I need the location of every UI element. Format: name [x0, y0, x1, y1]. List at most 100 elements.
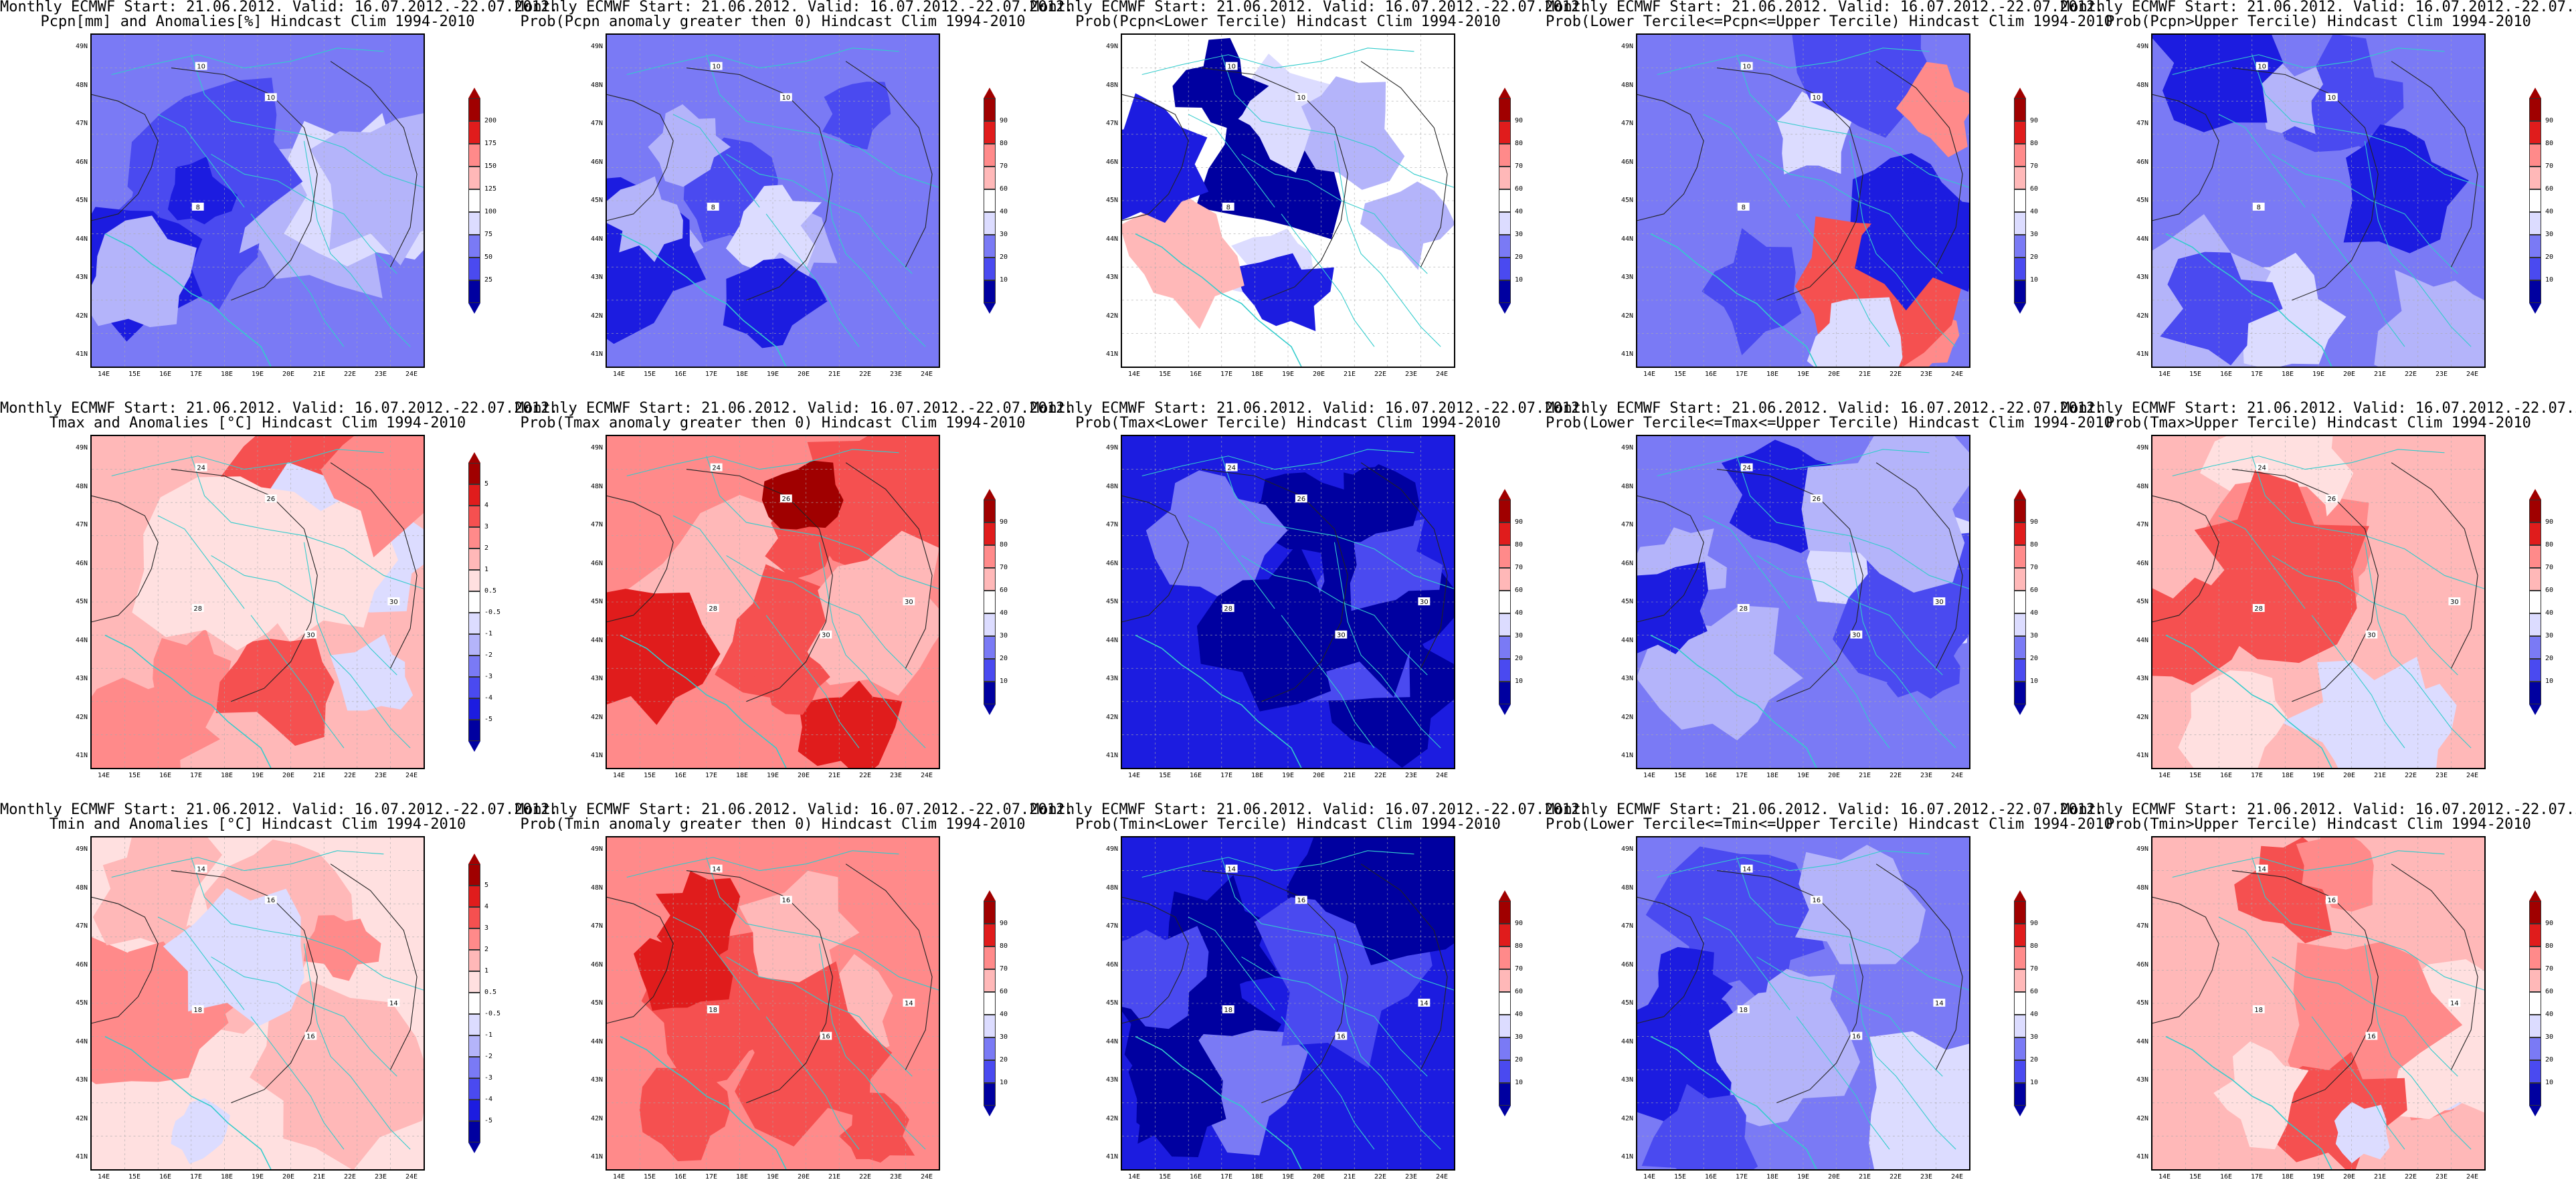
longitude-tick-label: 22E — [1889, 772, 1902, 779]
latitude-tick-label: 46N — [590, 961, 603, 969]
contour-label: 30 — [306, 632, 315, 639]
longitude-tick-label: 23E — [889, 1173, 903, 1181]
contour-label: 18 — [709, 1007, 717, 1014]
country-border — [157, 916, 245, 1011]
colorbar: 90 80 70 60 40 30 20 10 — [1499, 88, 1523, 314]
contour-label-bg — [779, 896, 792, 904]
colorbar-cell — [984, 144, 996, 167]
contour-line — [1637, 896, 1704, 1024]
colorbar-bottom-arrow — [2529, 704, 2541, 715]
contour-label-bg — [387, 999, 400, 1007]
colorbar-label: 40 — [1515, 1011, 1524, 1018]
colorbar-bottom-arrow — [984, 1106, 996, 1116]
map-svg: 14 16 18 16 14 — [92, 837, 424, 1169]
latitude-tick-label: 42N — [1621, 1114, 1633, 1122]
longitude-tick-label: 22E — [1889, 1173, 1902, 1181]
anomaly-field-patch — [1128, 1039, 1226, 1157]
colorbar-cell — [2014, 212, 2026, 235]
colorbar-cell — [2529, 522, 2541, 545]
colorbar-cell — [2529, 613, 2541, 636]
colorbar-label: 1 — [484, 566, 489, 573]
contour-line — [1122, 896, 1189, 1024]
contour-line — [92, 896, 159, 1024]
colorbar-bottom-arrow — [2014, 303, 2026, 314]
latitude-tick-label: 49N — [590, 845, 603, 853]
latitude-tick-label: 43N — [1105, 1076, 1118, 1084]
colorbar-cell — [2529, 500, 2541, 522]
contour-label: 16 — [1337, 1033, 1346, 1041]
longitude-tick-label: 22E — [2404, 1173, 2417, 1181]
map-svg: 24 26 28 30 30 — [2152, 436, 2484, 768]
longitude-tick-label: 20E — [797, 1173, 810, 1181]
colorbar-cell — [468, 677, 480, 698]
colorbar-label: 70 — [1515, 965, 1524, 973]
contour-label-bg — [264, 93, 277, 102]
longitude-tick-label: 24E — [1950, 1173, 1964, 1181]
longitude-tick-label: 16E — [2219, 772, 2233, 779]
country-border — [2251, 456, 2484, 589]
colorbar-cell — [984, 992, 996, 1015]
latitude-tick-label: 46N — [1105, 158, 1118, 166]
colorbar: 90 80 70 60 40 30 20 10 — [2529, 88, 2553, 314]
colorbar-label: 30 — [1515, 1033, 1524, 1041]
coastline — [2165, 1035, 2332, 1169]
longitude-tick-label: 15E — [1673, 371, 1687, 378]
longitude-tick-label: 24E — [920, 371, 933, 378]
latitude-tick-label: 44N — [590, 1037, 603, 1045]
contour-line — [1716, 469, 1863, 702]
longitude-tick-label: 14E — [97, 371, 110, 378]
colorbar-label: 10 — [2545, 276, 2554, 284]
colorbar-cell — [468, 463, 480, 484]
anomaly-field-patch — [1196, 542, 1344, 712]
country-border — [2364, 140, 2472, 347]
contour-label: 16 — [267, 897, 276, 904]
latitude-tick-label: 43N — [1105, 675, 1118, 682]
longitude-tick-label: 16E — [2219, 371, 2233, 378]
latitude-tick-label: 43N — [75, 274, 88, 281]
country-border — [1657, 47, 1930, 76]
anomaly-field-patch — [761, 460, 844, 530]
country-border — [626, 850, 899, 878]
longitude-tick-label: 16E — [159, 1173, 172, 1181]
contour-label-bg — [779, 93, 792, 102]
contour-label-bg — [820, 630, 832, 639]
latitude-tick-label: 41N — [1105, 752, 1118, 759]
country-border — [2251, 54, 2484, 188]
contour-line — [1637, 94, 1704, 221]
contour-label-bg — [1850, 1031, 1863, 1040]
panel-title-line2: Prob(Tmax<Lower Tercile) Hindcast Clim 1… — [1075, 415, 1501, 431]
longitude-tick-label: 19E — [2312, 371, 2325, 378]
coastline — [620, 634, 787, 768]
latitude-tick-label: 49N — [75, 845, 88, 853]
colorbar-cell — [468, 144, 480, 167]
colorbar-label: 125 — [484, 185, 497, 193]
latitude-tick-label: 44N — [1621, 235, 1633, 243]
longitude-tick-label: 14E — [2158, 1173, 2171, 1181]
map-svg: 24 26 28 30 30 — [1122, 436, 1454, 768]
latitude-tick-label: 48N — [590, 884, 603, 892]
longitude-tick-label: 17E — [2250, 772, 2264, 779]
latitude-tick-label: 47N — [1105, 922, 1118, 930]
longitude-tick-label: 21E — [312, 772, 326, 779]
contour-label: 30 — [1337, 632, 1346, 639]
contour-label-bg — [264, 896, 277, 904]
colorbar-label: 4 — [484, 502, 489, 509]
colorbar: 5 4 3 2 1 0.5 -0.5 -1 -2 -3 -4 -5 — [468, 452, 500, 752]
country-border — [2311, 213, 2405, 347]
map-svg: 10 10 8 — [1637, 35, 1969, 367]
longitude-tick-label: 21E — [828, 371, 841, 378]
latitude-tick-label: 46N — [75, 559, 88, 567]
contour-label: 10 — [2258, 64, 2266, 71]
latitude-tick-label: 44N — [1105, 1037, 1118, 1045]
colorbar-label: 20 — [1515, 1056, 1524, 1064]
panel-title-line1: Monthly ECMWF Start: 21.06.2012. Valid: … — [1546, 0, 2104, 15]
colorbar-top-arrow — [468, 452, 480, 463]
country-border — [1849, 542, 1956, 748]
contour-label: 28 — [1739, 605, 1748, 613]
colorbar-label: 1 — [484, 967, 489, 975]
longitude-tick-label: 14E — [1127, 1173, 1141, 1181]
panel-title-line1: Monthly ECMWF Start: 21.06.2012. Valid: … — [2061, 801, 2576, 818]
colorbar-cell — [2529, 545, 2541, 568]
latitude-tick-label: 41N — [590, 752, 603, 759]
latitude-tick-label: 49N — [590, 43, 603, 50]
